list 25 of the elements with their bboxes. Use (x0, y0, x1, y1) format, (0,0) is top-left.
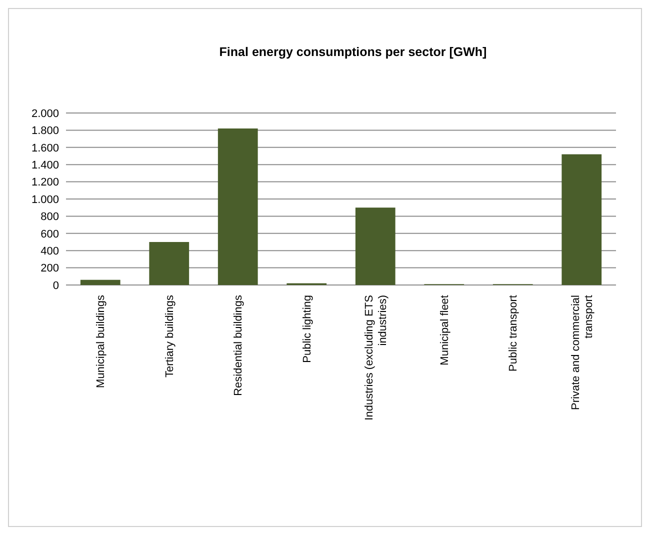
y-tick-label: 400 (40, 245, 59, 258)
chart-title: Final energy consumptions per sector [GWh] (219, 45, 487, 59)
x-tick-label: Industries (excluding ETS industries) (364, 295, 389, 420)
y-tick-label: 600 (40, 228, 59, 240)
y-tick-label: 1.600 (31, 142, 59, 154)
bar (218, 128, 258, 285)
y-tick-label: 1.800 (31, 125, 59, 138)
y-tick-label: 1.200 (31, 176, 59, 189)
y-tick-label: 2.000 (31, 108, 59, 120)
y-tick-label: 1.400 (31, 159, 59, 172)
bar (355, 208, 396, 285)
x-tick-label: Private and commercial transport (570, 295, 596, 410)
y-tick-label: 800 (40, 211, 59, 224)
x-tick-label: Municipal buildings (95, 294, 108, 388)
x-tick-label: Tertiary buildings (164, 294, 176, 378)
bar (80, 280, 120, 285)
bar (562, 154, 602, 285)
x-tick-label: Public transport (508, 295, 520, 372)
bar (149, 242, 190, 285)
y-tick-label: 200 (40, 262, 59, 275)
x-tick-label: Residential buildings (232, 294, 245, 396)
x-tick-label: Municipal fleet (438, 295, 451, 366)
y-tick-label: 1.000 (31, 194, 59, 206)
x-tick-label: Public lighting (301, 295, 314, 363)
y-tick-label: 0 (52, 280, 59, 292)
